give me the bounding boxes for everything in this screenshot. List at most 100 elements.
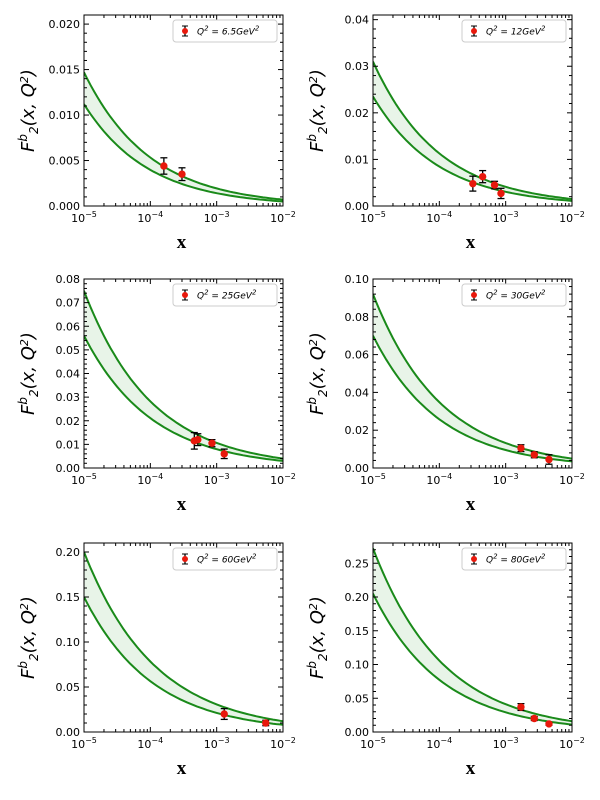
legend-label: Q2 = 60GeV2: [197, 553, 257, 566]
y-tick-label: 0.03: [345, 60, 370, 73]
data-point: [220, 448, 228, 460]
x-tick-label: 10−5: [71, 472, 97, 487]
x-tick-label: 10−3: [493, 472, 519, 487]
x-tick-label: 10−2: [559, 472, 585, 487]
y-tick-label: 0.005: [49, 155, 81, 168]
legend-box: [172, 19, 278, 43]
data-marker: [208, 439, 216, 447]
legend: Q2 = 30GeV2: [461, 283, 567, 307]
data-point: [545, 720, 553, 728]
legend-marker: [182, 292, 188, 298]
data-marker: [517, 703, 525, 711]
plot-area: [84, 551, 283, 727]
x-tick-label: 10−3: [204, 210, 230, 225]
uncertainty-band: [84, 552, 283, 725]
x-axis-label: x: [177, 758, 187, 779]
y-axis-label: Fb2(x, Q2): [305, 332, 330, 415]
uncertainty-band: [373, 548, 572, 725]
plot-area: [84, 290, 283, 462]
uncertainty-band: [84, 72, 283, 202]
uncertainty-band: [373, 294, 572, 462]
y-axis: 0.000 0.005 0.010 0.015 0.020: [49, 18, 283, 213]
legend-label: Q2 = 30GeV2: [486, 289, 546, 302]
y-axis: 0.00 0.02 0.04 0.06 0.08 0.10: [345, 273, 572, 475]
x-tick-label: 10−4: [426, 472, 452, 487]
y-tick-label: 0.04: [56, 368, 81, 381]
data-point: [262, 719, 270, 727]
data-point: [530, 714, 538, 723]
y-tick-label: 0.04: [345, 386, 370, 399]
uncertainty-band: [373, 61, 572, 201]
legend-box: [461, 547, 567, 571]
x-tick-label: 10−4: [426, 210, 452, 225]
y-tick-label: 0.08: [345, 311, 370, 324]
plot-area: [373, 548, 572, 728]
data-point: [194, 433, 202, 447]
x-tick-label: 10−5: [360, 472, 386, 487]
y-tick-label: 0.15: [56, 591, 81, 604]
uncertainty-band: [84, 290, 283, 461]
data-marker: [530, 714, 538, 723]
y-tick-label: 0.020: [49, 18, 81, 31]
data-marker: [220, 710, 228, 718]
axes-frame: [372, 14, 573, 207]
y-tick-label: 0.00: [56, 462, 81, 475]
y-tick-label: 0.01: [56, 438, 81, 451]
y-tick-label: 0.00: [345, 200, 370, 213]
y-axis: 0.00 0.05 0.10 0.15 0.20 0.25: [345, 549, 572, 739]
data-marker: [478, 172, 487, 181]
plot-area: [84, 71, 283, 203]
legend: Q2 = 25GeV2: [172, 283, 278, 307]
data-point: [220, 707, 228, 721]
legend-marker: [182, 556, 188, 562]
panel-1: 0.000 0.005 0.010 0.015 0.020 10−5 10−4 10−3 10−…: [16, 14, 296, 253]
panel-2: 0.00 0.01 0.02 0.03 0.04 10−5 10−4 10−3 10−2 x Fb2…: [305, 14, 585, 253]
plot-area: [373, 61, 572, 202]
data-point: [178, 167, 186, 182]
x-tick-label: 10−5: [360, 210, 386, 225]
legend-box: [172, 547, 278, 571]
y-tick-label: 0.05: [56, 344, 81, 357]
legend: Q2 = 12GeV2: [461, 19, 567, 43]
data-marker: [545, 455, 553, 464]
upper-curve: [84, 290, 283, 460]
y-tick-label: 0.05: [56, 681, 81, 694]
y-tick-label: 0.15: [345, 625, 370, 638]
legend: Q2 = 6.5GeV2: [172, 19, 278, 43]
y-tick-label: 0.02: [56, 415, 81, 428]
y-tick-label: 0.10: [345, 659, 370, 672]
x-axis: 10−5 10−4 10−3 10−2: [71, 543, 296, 751]
axes-frame: [83, 542, 284, 733]
data-point: [160, 157, 168, 175]
y-axis: 0.00 0.01 0.02 0.03 0.04 0.05 0.06 0.07 0.08: [56, 273, 283, 475]
panel-3: 0.00 0.01 0.02 0.03 0.04 0.05 0.06 0.07 0.08 10−5…: [16, 273, 296, 515]
plot-area: [373, 293, 572, 465]
legend: Q2 = 80GeV2: [461, 547, 567, 571]
legend-label: Q2 = 25GeV2: [197, 289, 257, 302]
y-tick-label: 0.10: [56, 636, 81, 649]
legend-marker: [471, 556, 477, 562]
data-point: [490, 180, 499, 190]
data-point: [517, 703, 525, 712]
x-axis-label: x: [177, 494, 187, 515]
data-marker: [545, 720, 553, 728]
y-axis: 0.00 0.05 0.10 0.15 0.20: [56, 546, 283, 739]
legend-label: Q2 = 6.5GeV2: [197, 25, 260, 38]
lower-curve: [373, 593, 572, 726]
legend-box: [461, 19, 567, 43]
y-tick-label: 0.000: [49, 200, 81, 213]
y-axis: 0.00 0.01 0.02 0.03 0.04: [345, 14, 572, 213]
data-marker: [469, 179, 477, 188]
y-axis-label: Fb2(x, Q2): [305, 596, 330, 679]
legend-box: [461, 283, 567, 307]
x-tick-label: 10−3: [204, 736, 230, 751]
legend-box: [172, 283, 278, 307]
y-tick-label: 0.07: [56, 297, 81, 310]
legend-marker: [471, 292, 477, 298]
y-tick-label: 0.06: [345, 349, 370, 362]
axes-frame: [83, 14, 284, 207]
y-tick-label: 0.03: [56, 391, 81, 404]
x-tick-label: 10−2: [270, 210, 296, 225]
data-marker: [497, 189, 505, 198]
